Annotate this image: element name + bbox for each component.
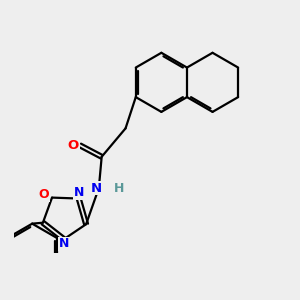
Text: O: O	[68, 139, 79, 152]
Text: N: N	[74, 186, 84, 200]
Text: O: O	[39, 188, 50, 201]
Text: H: H	[113, 182, 124, 194]
Text: N: N	[59, 237, 69, 250]
Text: N: N	[90, 182, 102, 194]
